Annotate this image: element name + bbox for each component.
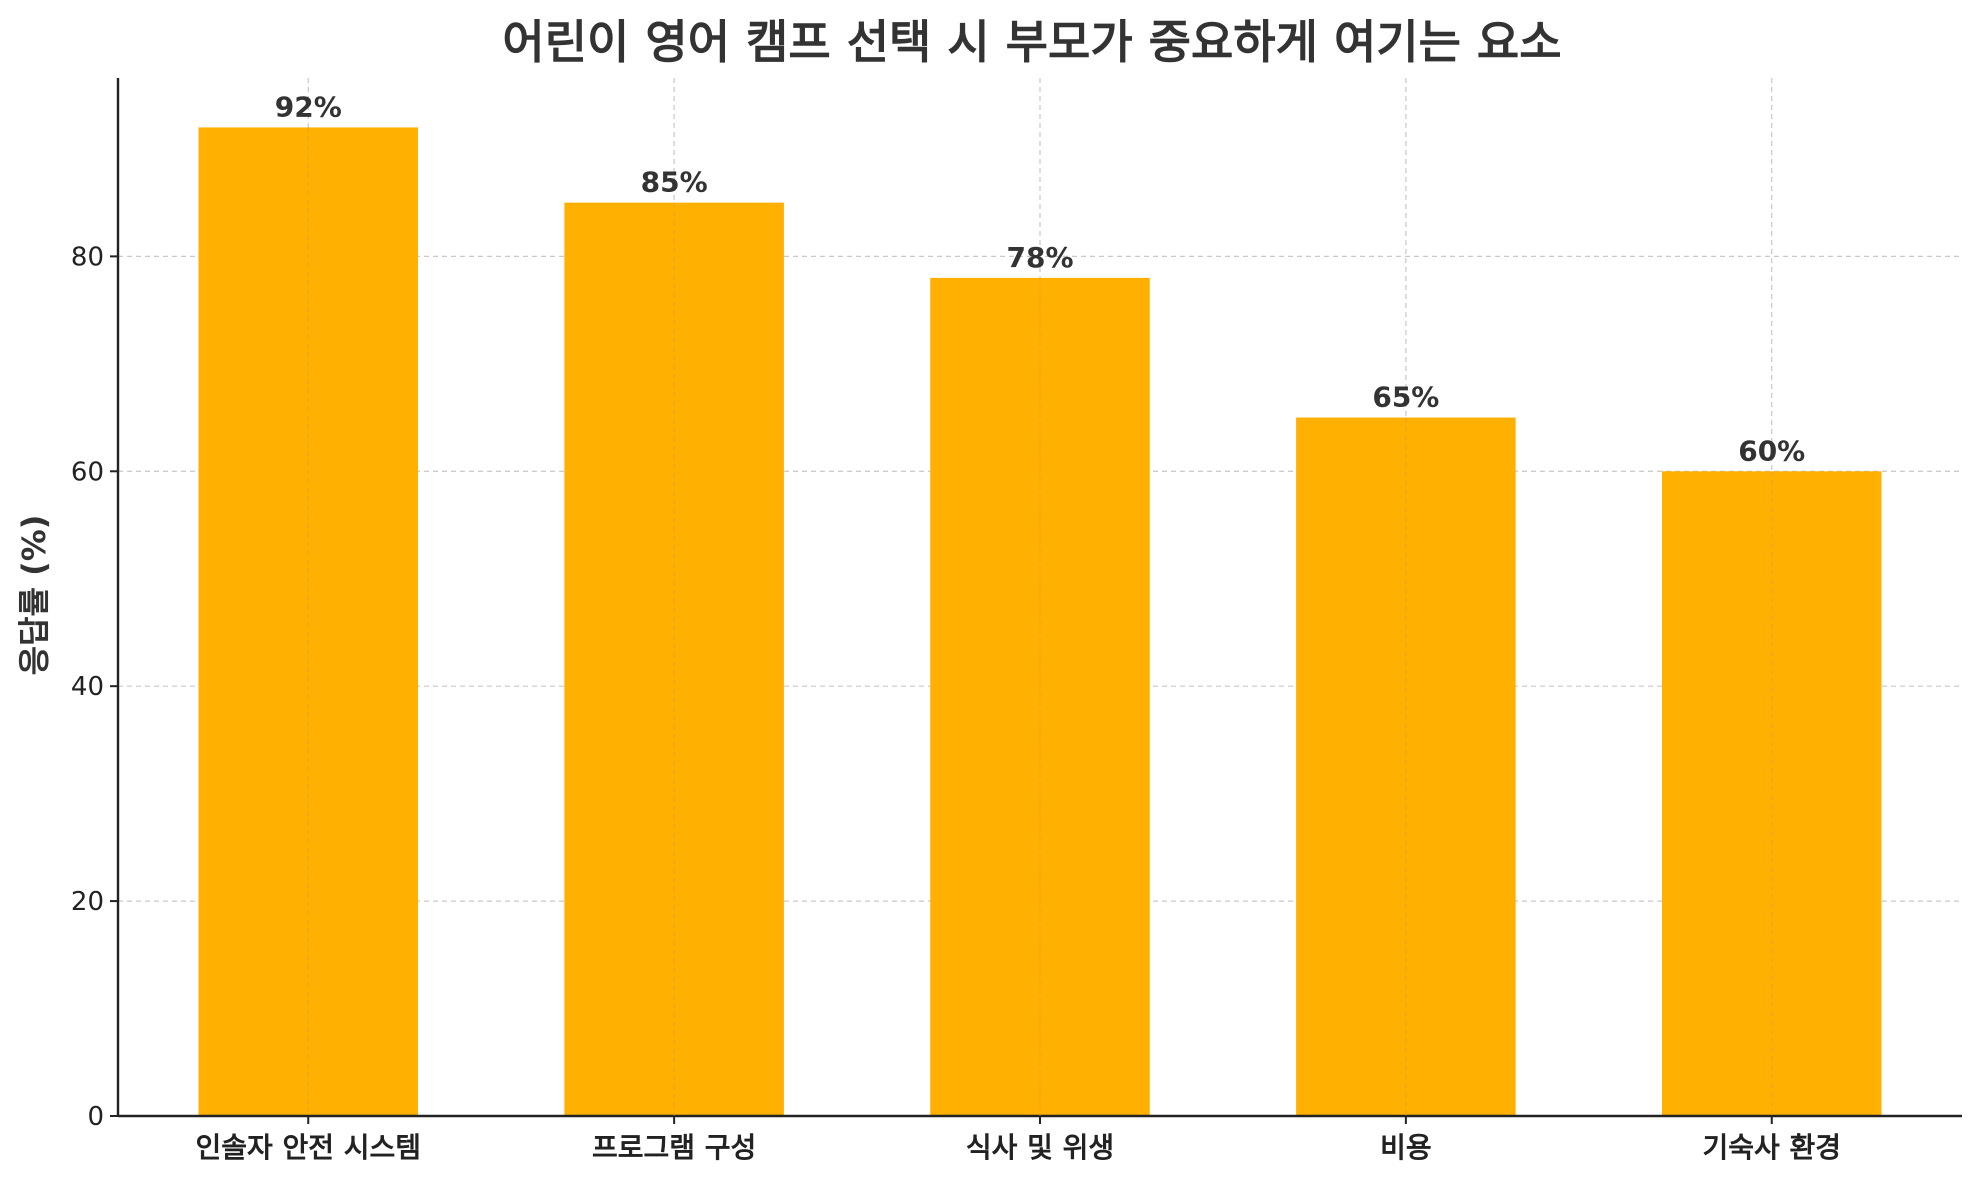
x-tick-label: 인솔자 안전 시스템 [195, 1131, 421, 1164]
bar-value-label: 92% [275, 90, 342, 123]
y-tick-label: 0 [87, 1102, 104, 1132]
bar [1296, 417, 1516, 1116]
x-tick-label: 비용 [1380, 1131, 1432, 1164]
bar-value-label: 65% [1372, 381, 1439, 414]
bar-value-label: 85% [641, 166, 708, 199]
axes: 0 20 40 60 80 인솔자 안전 시스템 프로그램 구성 식사 및 위생 비용 기숙사 환… [71, 78, 1962, 1164]
x-tick-label: 프로그램 구성 [592, 1131, 756, 1164]
bar-value-label: 60% [1738, 434, 1805, 467]
bar-value-label: 78% [1006, 241, 1073, 274]
x-tick-label: 식사 및 위생 [966, 1131, 1114, 1164]
y-tick-label: 40 [71, 672, 104, 702]
y-tick-label: 80 [71, 242, 104, 272]
value-labels: 92% 85% 78% 65% 60% [275, 90, 1806, 467]
chart-title: 어린이 영어 캠프 선택 시 부모가 중요하게 여기는 요소 [502, 15, 1561, 69]
bar [564, 202, 784, 1116]
y-tick-label: 60 [71, 457, 104, 487]
y-axis-label: 응답률 (%) [15, 515, 53, 676]
y-tick-label: 20 [71, 887, 104, 917]
bar [1661, 471, 1882, 1116]
x-tick-label: 기숙사 환경 [1702, 1131, 1841, 1164]
